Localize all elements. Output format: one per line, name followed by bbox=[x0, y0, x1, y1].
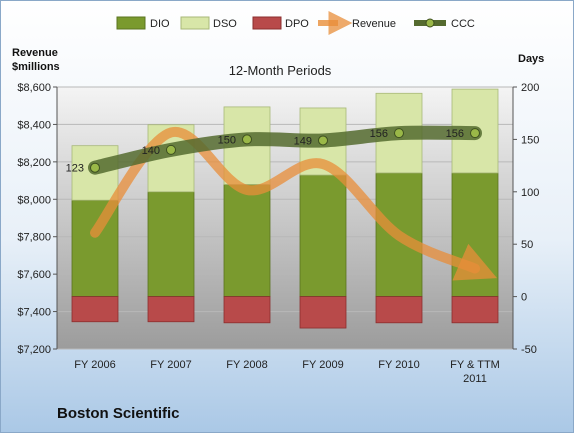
bar-dpo bbox=[147, 296, 195, 323]
bar-dio bbox=[451, 172, 499, 298]
ccc-line bbox=[88, 125, 482, 175]
legend-swatch-dio bbox=[116, 16, 146, 30]
ccc-data-label: 156 bbox=[370, 128, 388, 140]
right-tick-label: 0 bbox=[521, 292, 527, 304]
ccc-data-label: 140 bbox=[142, 145, 160, 157]
left-tick-label: $8,000 bbox=[17, 194, 51, 206]
ccc-data-label: 149 bbox=[294, 135, 312, 147]
legend-label-dso: DSO bbox=[213, 18, 237, 30]
bar-dpo bbox=[223, 296, 271, 324]
ccc-point bbox=[394, 128, 404, 139]
legend-label-revenue: Revenue bbox=[352, 18, 396, 30]
legend-label-dpo: DPO bbox=[285, 18, 309, 30]
ccc-point bbox=[470, 128, 480, 139]
x-tick-label-line2: 2011 bbox=[463, 373, 487, 385]
x-tick-label: FY & TTM bbox=[450, 359, 500, 371]
legend-label-ccc: CCC bbox=[451, 18, 475, 30]
right-tick-label: 150 bbox=[521, 134, 539, 146]
legend-swatch-dso bbox=[180, 16, 210, 30]
bar-dio bbox=[299, 174, 347, 297]
right-tick-label: 100 bbox=[521, 187, 539, 199]
company-name: Boston Scientific bbox=[57, 405, 180, 422]
left-tick-label: $7,800 bbox=[17, 232, 51, 244]
legend-swatch-dpo bbox=[252, 16, 282, 30]
ccc-data-label: 156 bbox=[446, 128, 464, 140]
x-tick-label: FY 2006 bbox=[74, 359, 115, 371]
left-tick-label: $8,400 bbox=[17, 119, 51, 131]
ccc-point bbox=[242, 134, 252, 145]
left-tick-label: $7,400 bbox=[17, 307, 51, 319]
x-tick-label: FY 2009 bbox=[302, 359, 343, 371]
left-tick-label: $7,600 bbox=[17, 269, 51, 281]
bar-dpo bbox=[375, 296, 423, 324]
left-axis-label-line1: Revenue bbox=[12, 47, 58, 59]
x-tick-label: FY 2008 bbox=[226, 359, 267, 371]
bar-dpo bbox=[451, 296, 499, 324]
revenue-line bbox=[90, 127, 498, 281]
bar-dio bbox=[223, 184, 271, 298]
ccc-point bbox=[318, 135, 328, 146]
ccc-data-label: 123 bbox=[66, 163, 84, 175]
x-tick-label: FY 2007 bbox=[150, 359, 191, 371]
bar-dio bbox=[147, 191, 195, 298]
bar-dpo bbox=[299, 296, 347, 329]
left-tick-label: $8,200 bbox=[17, 157, 51, 169]
right-tick-label: -50 bbox=[521, 344, 537, 356]
right-tick-label: 50 bbox=[521, 239, 533, 251]
x-tick-label: FY 2010 bbox=[378, 359, 419, 371]
ccc-point bbox=[166, 144, 176, 155]
bar-dpo bbox=[71, 296, 119, 323]
ccc-point bbox=[90, 162, 100, 173]
right-axis-label: Days bbox=[518, 53, 544, 65]
legend-marker-ccc bbox=[425, 18, 435, 28]
bar-dso bbox=[71, 145, 119, 201]
left-tick-label: $8,600 bbox=[17, 82, 51, 94]
left-tick-label: $7,200 bbox=[17, 344, 51, 356]
legend: DIO DSO DPO Revenue CCC bbox=[116, 11, 475, 35]
chart-title: 12-Month Periods bbox=[229, 63, 332, 78]
right-tick-label: 200 bbox=[521, 82, 539, 94]
legend-label-dio: DIO bbox=[150, 18, 170, 30]
left-axis-label-line2: $millions bbox=[12, 61, 60, 73]
ccc-data-label: 150 bbox=[218, 134, 236, 146]
